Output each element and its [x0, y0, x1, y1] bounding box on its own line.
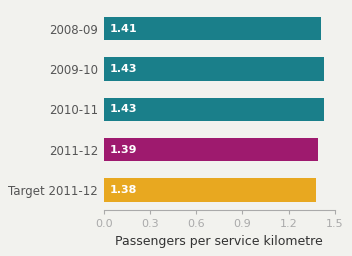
Bar	[103, 98, 324, 121]
X-axis label: Passengers per service kilometre: Passengers per service kilometre	[115, 235, 323, 248]
Bar	[103, 57, 324, 81]
Text: 1.39: 1.39	[110, 145, 137, 155]
Text: 1.43: 1.43	[110, 64, 137, 74]
Text: 1.41: 1.41	[110, 24, 137, 34]
Text: 1.43: 1.43	[110, 104, 137, 114]
Text: 1.38: 1.38	[110, 185, 137, 195]
Bar	[103, 17, 321, 40]
Bar	[103, 138, 318, 161]
Bar	[103, 178, 316, 202]
